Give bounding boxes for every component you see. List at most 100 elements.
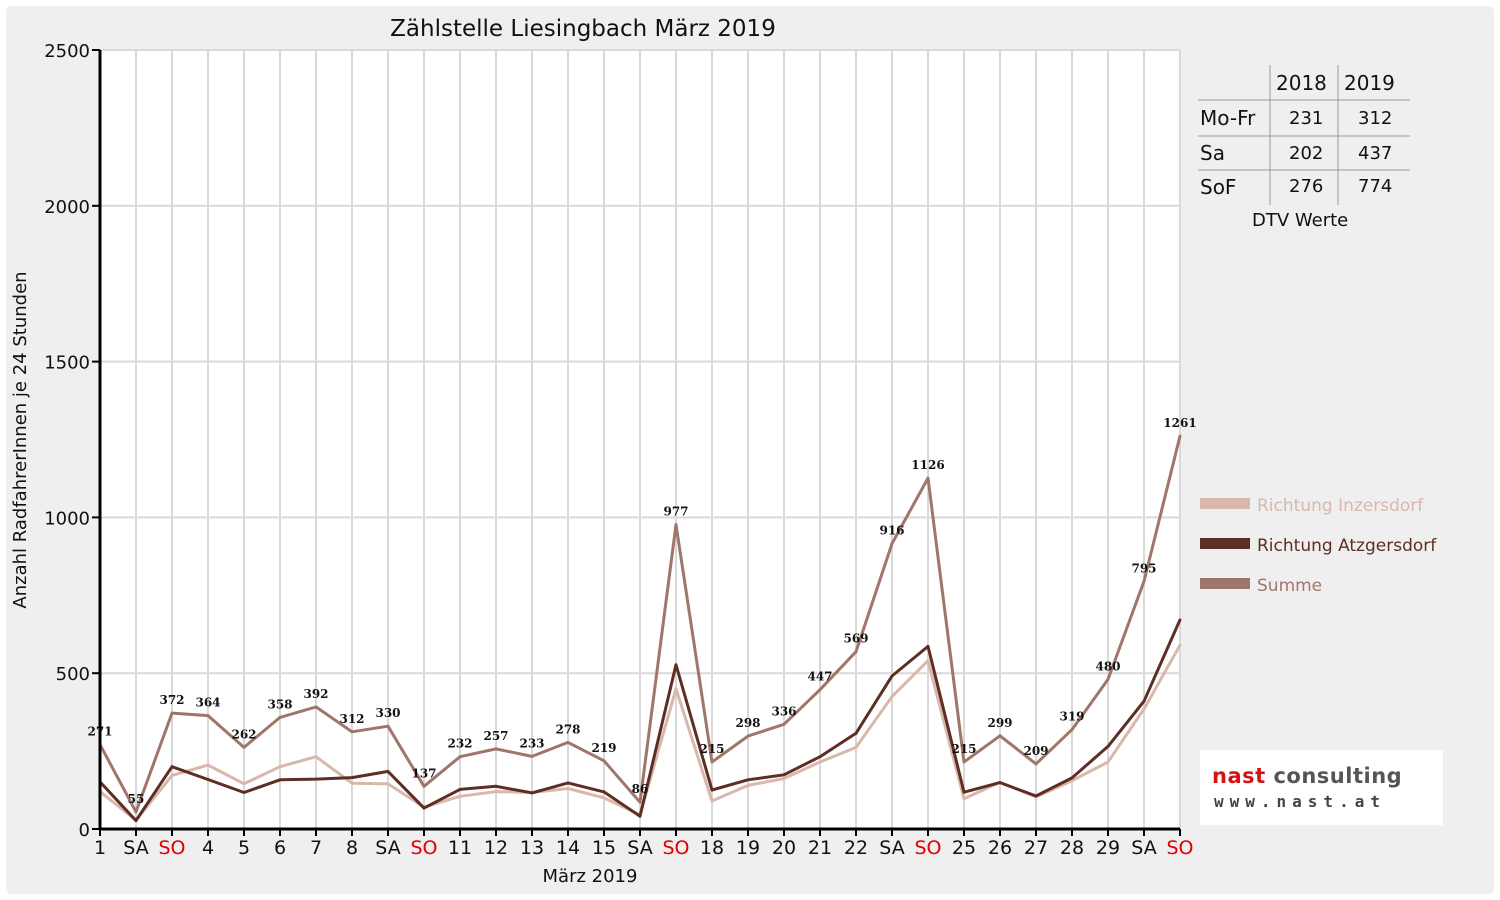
data-point [386, 782, 390, 786]
table-header-2019: 2019 [1344, 71, 1395, 95]
x-tick-label: SA [627, 837, 652, 859]
y-tick-label: 1500 [44, 353, 90, 374]
data-point [1070, 776, 1074, 780]
data-point [998, 781, 1002, 784]
data-point [890, 695, 894, 698]
data-point [278, 778, 282, 782]
x-tick-label: 7 [310, 837, 322, 859]
data-label: 233 [519, 736, 544, 750]
data-point [422, 806, 426, 810]
data-label: 262 [231, 727, 256, 741]
data-point [890, 542, 894, 545]
legend-swatch [1200, 498, 1250, 509]
table-caption: DTV Werte [1252, 210, 1349, 231]
data-point [1142, 707, 1146, 711]
data-point [530, 791, 534, 795]
table-cell: 312 [1358, 108, 1393, 129]
x-tick-label: 25 [952, 837, 976, 859]
data-point [854, 650, 858, 654]
dtv-table-lines [1198, 65, 1410, 205]
data-labels: 2715537236426235839231233013723225723327… [87, 416, 1196, 806]
data-point [746, 734, 750, 738]
data-point [386, 769, 390, 773]
x-tick-label: 27 [1024, 837, 1048, 859]
legend-entry: Richtung Atzgersdorf [1257, 536, 1437, 556]
x-tick-label: SO [914, 837, 941, 859]
data-label: 795 [1131, 561, 1156, 575]
x-tick-label: 13 [520, 837, 544, 859]
data-point [1178, 643, 1182, 647]
data-label: 232 [447, 737, 472, 751]
data-point [278, 716, 282, 719]
data-label: 209 [1023, 744, 1048, 758]
y-axis-label: Anzahl RadfahrerInnen je 24 Stunden [10, 271, 31, 608]
x-tick-label: 18 [700, 837, 724, 859]
x-tick-label: SO [410, 837, 437, 859]
data-point [638, 814, 642, 818]
data-point [746, 783, 750, 787]
data-label: 278 [555, 722, 580, 736]
y-tick-label: 1000 [44, 508, 90, 529]
data-point [350, 776, 354, 779]
x-tick-label: 1 [94, 837, 106, 859]
data-label: 1261 [1163, 416, 1196, 430]
data-point [206, 763, 210, 767]
data-point [890, 674, 894, 678]
data-point [566, 781, 570, 785]
data-point [494, 747, 498, 751]
data-point [242, 791, 246, 794]
data-point [386, 724, 390, 728]
data-point [170, 765, 174, 769]
data-point [1070, 779, 1074, 783]
data-point [134, 819, 138, 822]
x-tick-label: 21 [808, 837, 832, 859]
x-tick-label: 11 [448, 837, 472, 859]
data-point [674, 687, 678, 691]
data-point [746, 778, 750, 782]
x-tick-label: 22 [844, 837, 868, 859]
axes: 0 500 1000 1500 2000 2500 1 SA SO 4 5 6 7 8 SA SO 11 12 13… [44, 41, 1193, 859]
chart-title: Zählstelle Liesingbach März 2019 [390, 16, 776, 42]
data-point [926, 659, 930, 663]
data-point [638, 800, 642, 804]
x-axis-label: März 2019 [543, 866, 638, 887]
data-label: 358 [267, 697, 292, 711]
table-row-label: Mo-Fr [1200, 106, 1256, 130]
data-point [314, 705, 318, 709]
data-label: 137 [411, 766, 436, 780]
logo-wordmark: nast consulting [1212, 764, 1403, 788]
x-tick-label: SA [123, 837, 148, 859]
data-point [134, 810, 138, 814]
data-point [170, 774, 174, 777]
y-tick-label: 2500 [44, 41, 90, 62]
data-point [602, 796, 606, 800]
data-point [818, 755, 822, 759]
data-point [710, 760, 714, 764]
data-point [278, 765, 282, 769]
data-point [1034, 794, 1038, 798]
data-label: 392 [303, 687, 328, 701]
x-tick-label: 28 [1060, 837, 1084, 859]
data-point [458, 788, 462, 791]
data-label: 977 [663, 505, 688, 519]
data-point [818, 688, 822, 692]
legend-entry: Summe [1257, 576, 1322, 596]
data-point [458, 794, 462, 798]
data-point [1106, 760, 1110, 764]
table-row-label: SoF [1200, 175, 1237, 199]
table-header-2018: 2018 [1276, 71, 1327, 95]
data-label: 312 [339, 712, 364, 726]
company-logo: nast consulting www.nast.at [1200, 750, 1443, 825]
grid [99, 49, 1181, 830]
data-label: 480 [1095, 659, 1120, 673]
x-tick-label: 4 [202, 837, 214, 859]
legend-swatch [1200, 538, 1250, 549]
series-lines [98, 434, 1182, 823]
y-tick-label: 0 [79, 820, 90, 841]
data-point [494, 784, 498, 788]
data-point [782, 773, 786, 777]
data-point [494, 790, 498, 794]
x-tick-label: 8 [346, 837, 358, 859]
table-cell: 276 [1289, 176, 1324, 197]
data-point [566, 740, 570, 744]
